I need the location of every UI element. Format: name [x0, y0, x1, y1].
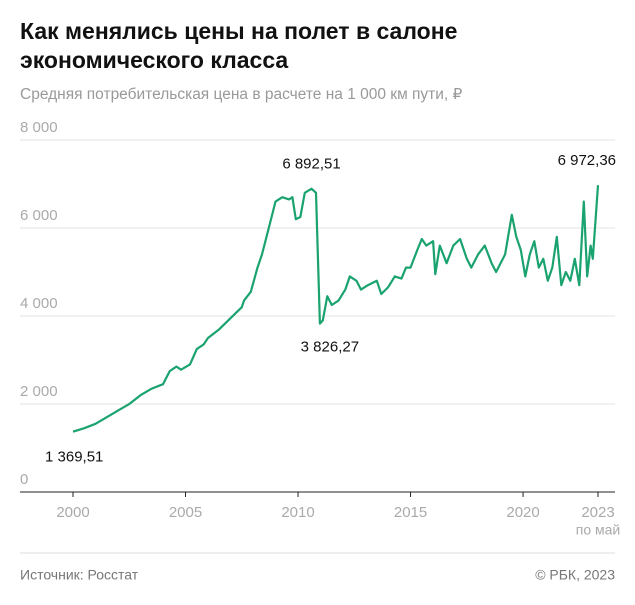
x-tick-label: 2023	[581, 504, 614, 521]
x-tick-label: 2015	[394, 504, 427, 521]
y-tick-label: 6 000	[20, 207, 58, 224]
data-label: 6 972,36	[558, 152, 616, 169]
data-label: 3 826,27	[301, 339, 359, 356]
x-tick-label: 2010	[281, 504, 314, 521]
copyright: © РБК, 2023	[535, 567, 615, 583]
x-note: по май	[576, 522, 621, 538]
data-label: 6 892,51	[282, 156, 340, 173]
line	[72, 185, 600, 433]
source: Источник: Росстат	[20, 567, 139, 583]
data-label: 1 369,51	[45, 449, 103, 466]
chart-title: Как менялись цены на полет в салоне эконо…	[20, 18, 457, 73]
chart-subtitle: Средняя потребительская цена в расчете н…	[20, 86, 463, 103]
x-tick-label: 2000	[56, 504, 89, 521]
y-tick-label: 2 000	[20, 383, 58, 400]
y-tick-label: 8 000	[20, 119, 58, 136]
x-tick-label: 2005	[169, 504, 202, 521]
x-tick-label: 2020	[506, 504, 539, 521]
y-tick-label: 4 000	[20, 295, 58, 312]
y-tick-label: 0	[20, 471, 28, 488]
